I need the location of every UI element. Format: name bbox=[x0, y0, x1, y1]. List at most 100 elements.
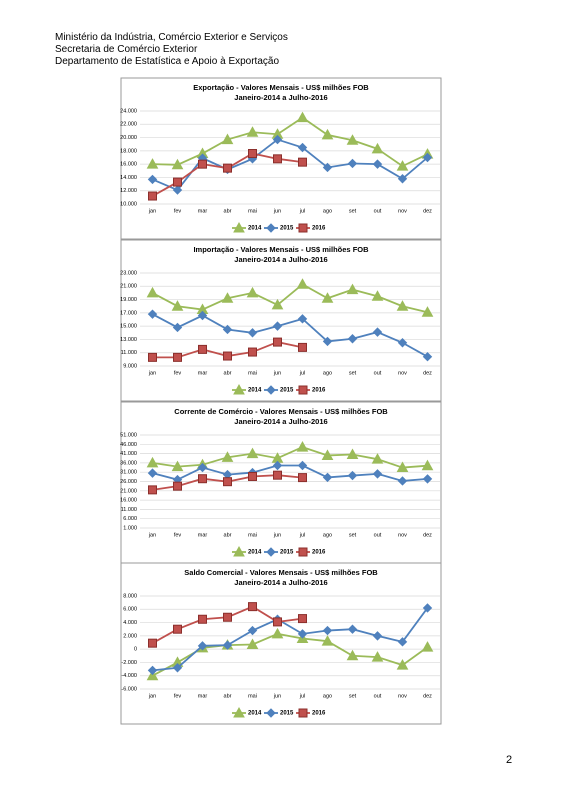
marker bbox=[321, 292, 334, 303]
marker bbox=[197, 462, 208, 473]
x-tick-label: jul bbox=[299, 208, 306, 214]
marker bbox=[273, 337, 282, 347]
y-tick-label: 12.000 bbox=[120, 188, 137, 194]
x-tick-label: set bbox=[349, 693, 357, 699]
marker bbox=[246, 638, 259, 649]
marker bbox=[372, 327, 383, 337]
legend-label: 2015 bbox=[280, 550, 294, 556]
x-tick-label: out bbox=[374, 532, 382, 538]
x-tick-label: abr bbox=[224, 532, 232, 538]
marker bbox=[197, 310, 208, 321]
marker bbox=[422, 474, 433, 484]
marker bbox=[371, 290, 384, 301]
y-tick-label: 6.000 bbox=[123, 516, 137, 522]
marker bbox=[148, 638, 157, 648]
marker bbox=[233, 545, 245, 557]
x-tick-label: out bbox=[374, 370, 382, 376]
y-tick-label: -2.000 bbox=[121, 660, 137, 666]
marker bbox=[298, 342, 307, 352]
marker bbox=[247, 625, 258, 636]
y-tick-label: 11.000 bbox=[121, 507, 137, 513]
marker bbox=[221, 292, 234, 303]
marker bbox=[173, 352, 182, 362]
header: Ministério da Indústria, Comércio Exteri… bbox=[55, 32, 288, 68]
x-tick-label: jul bbox=[299, 532, 306, 538]
x-tick-label: dez bbox=[423, 208, 432, 214]
y-tick-label: 19.000 bbox=[120, 297, 137, 303]
marker bbox=[248, 149, 257, 159]
marker bbox=[246, 286, 259, 298]
x-tick-label: mar bbox=[198, 370, 208, 376]
legend-label: 2015 bbox=[280, 388, 294, 394]
marker bbox=[296, 278, 309, 289]
y-tick-label: 11.000 bbox=[121, 350, 137, 356]
marker bbox=[248, 471, 257, 481]
marker bbox=[173, 177, 182, 187]
marker bbox=[172, 663, 183, 673]
y-tick-label: 41.000 bbox=[120, 451, 137, 457]
x-tick-label: dez bbox=[423, 532, 432, 538]
marker bbox=[322, 472, 333, 483]
x-tick-label: jan bbox=[148, 208, 156, 214]
marker bbox=[421, 641, 434, 652]
marker bbox=[198, 474, 207, 484]
marker bbox=[297, 629, 308, 639]
marker bbox=[396, 160, 409, 171]
marker bbox=[371, 142, 384, 154]
marker bbox=[221, 133, 234, 145]
y-tick-label: 16.000 bbox=[120, 498, 137, 504]
marker bbox=[321, 635, 334, 646]
marker bbox=[247, 328, 258, 338]
x-tick-label: fev bbox=[174, 532, 182, 538]
y-tick-label: 6.000 bbox=[123, 607, 137, 613]
marker bbox=[397, 338, 408, 348]
marker bbox=[422, 351, 433, 362]
marker bbox=[172, 185, 183, 195]
marker bbox=[148, 352, 157, 362]
marker bbox=[298, 614, 307, 624]
chart-title: Importação - Valores Mensais - US$ milhõ… bbox=[193, 245, 369, 254]
y-tick-label: 14.000 bbox=[120, 175, 137, 181]
marker bbox=[297, 314, 308, 324]
y-tick-label: 17.000 bbox=[120, 310, 137, 316]
x-tick-label: mai bbox=[248, 693, 257, 699]
x-tick-label: ago bbox=[323, 693, 332, 699]
series-line bbox=[152, 313, 428, 358]
marker bbox=[397, 476, 408, 486]
marker bbox=[222, 640, 233, 650]
chart-title: Saldo Comercial - Valores Mensais - US$ … bbox=[184, 568, 378, 577]
marker bbox=[322, 162, 333, 173]
marker bbox=[171, 460, 184, 472]
x-tick-label: set bbox=[349, 208, 357, 214]
marker bbox=[298, 473, 307, 483]
marker bbox=[266, 547, 276, 557]
marker bbox=[347, 158, 358, 169]
y-tick-label: 26.000 bbox=[120, 479, 137, 485]
marker bbox=[233, 221, 245, 233]
marker bbox=[298, 157, 307, 167]
x-tick-label: out bbox=[374, 693, 382, 699]
x-tick-label: jun bbox=[273, 370, 281, 376]
x-tick-label: mar bbox=[198, 693, 208, 699]
marker bbox=[266, 708, 276, 718]
x-tick-label: jun bbox=[273, 208, 281, 214]
marker bbox=[346, 448, 359, 460]
marker bbox=[147, 309, 158, 319]
marker bbox=[271, 298, 284, 310]
marker bbox=[146, 158, 159, 169]
marker bbox=[248, 347, 257, 357]
marker bbox=[347, 334, 358, 344]
y-tick-label: 10.000 bbox=[120, 201, 137, 207]
header-line: Ministério da Indústria, Comércio Exteri… bbox=[55, 32, 288, 43]
marker bbox=[347, 624, 358, 634]
marker bbox=[146, 669, 159, 681]
y-tick-label: 46.000 bbox=[120, 442, 137, 448]
marker bbox=[397, 174, 408, 184]
marker bbox=[147, 174, 158, 185]
x-tick-label: jan bbox=[148, 370, 156, 376]
chart-subtitle: Janeiro-2014 a Julho-2016 bbox=[234, 578, 327, 587]
series-line bbox=[152, 464, 428, 482]
marker bbox=[172, 322, 183, 333]
marker bbox=[296, 441, 309, 452]
